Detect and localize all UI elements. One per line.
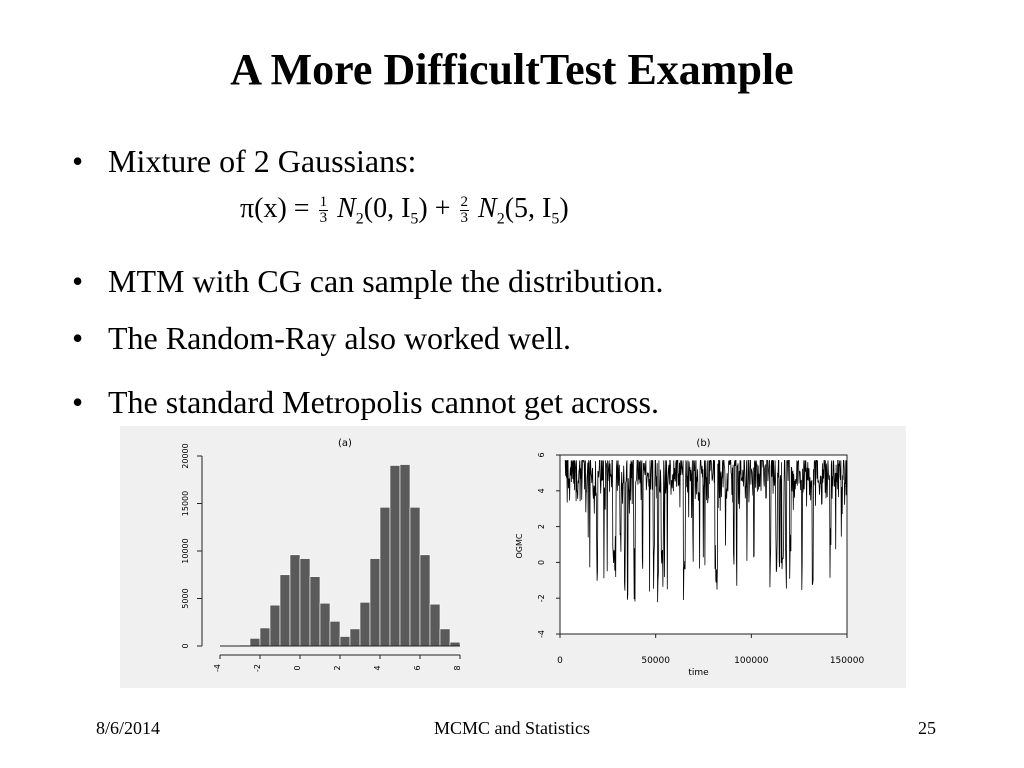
hist-bar [319, 602, 331, 647]
trace-y-tick-label: 6 [537, 452, 546, 457]
trace-line [564, 459, 848, 603]
bullet-2-text: MTM with CG can sample the distribution. [108, 263, 664, 299]
hist-bar [249, 638, 261, 647]
figure-svg: (a) 0 5000 10000 15000 20000 -4 -2 0 2 4 6 8 (b) -4 -2 0… [181, 438, 865, 678]
hist-y-tick-label: 20000 [181, 443, 190, 468]
trace-title: (b) [696, 438, 710, 449]
footer-title: MCMC and Statistics [433, 718, 590, 738]
hist-bar [339, 636, 351, 647]
hist-y-tick-label: 10000 [181, 538, 190, 563]
hist-bar [449, 641, 461, 647]
hist-bar [439, 628, 451, 647]
hist-y-tick-label: 15000 [181, 491, 190, 516]
bullet-4-text: The standard Metropolis cannot get acros… [108, 384, 659, 420]
bullet-3: • The Random-Ray also worked well. [72, 320, 571, 356]
bullet-1-text: Mixture of 2 Gaussians: [108, 143, 417, 179]
hist-bar [329, 621, 341, 647]
hist-bar [369, 558, 381, 647]
hist-bar [399, 464, 411, 647]
hist-bar [269, 604, 281, 647]
trace-x-tick-label: 100000 [734, 656, 769, 666]
hist-x-tick-label: -4 [213, 664, 222, 672]
trace-y-label: OGMC [515, 533, 524, 558]
bullet-2: • MTM with CG can sample the distribution… [72, 263, 664, 299]
footer-page-number: 25 [918, 718, 936, 738]
trace-x-label: time [688, 668, 709, 678]
hist-y-tick-label: 0 [181, 643, 190, 648]
hist-bar [359, 602, 371, 647]
hist-x-tick-label: 0 [293, 665, 302, 670]
hist-title: (a) [338, 438, 352, 449]
hist-bar [409, 507, 421, 647]
hist-x-tick-label: 6 [413, 665, 422, 670]
trace-x-tick-label: 50000 [641, 656, 670, 666]
hist-bar [389, 465, 401, 647]
results-figure: (a) 0 5000 10000 15000 20000 -4 -2 0 2 4 6 8 (b) -4 -2 0… [120, 426, 906, 688]
hist-bar [309, 576, 321, 647]
hist-bar [349, 628, 361, 647]
bullet-dot-icon: • [72, 143, 84, 179]
trace-y-tick-label: 2 [537, 524, 546, 529]
trace-y-tick-label: 4 [537, 488, 546, 493]
hist-bar [429, 603, 441, 647]
hist-bar [259, 627, 271, 647]
hist-bar [299, 558, 311, 647]
hist-bar [419, 554, 431, 647]
hist-x-tick-label: 2 [333, 665, 342, 670]
bullet-4: • The standard Metropolis cannot get acro… [72, 384, 659, 420]
trace-y-tick-label: 0 [537, 560, 546, 565]
hist-x-tick-label: -2 [253, 664, 262, 672]
bullet-dot-icon: • [72, 263, 84, 299]
bullet-dot-icon: • [72, 384, 84, 420]
trace-y-tick-label: -2 [537, 594, 546, 602]
hist-x-tick-label: 8 [453, 665, 462, 670]
trace-x-tick-label: 150000 [830, 656, 865, 666]
hist-bar [279, 574, 291, 647]
hist-bar [289, 554, 301, 647]
hist-bar [379, 507, 391, 647]
footer-date: 8/6/2014 [96, 718, 161, 738]
hist-x-tick-label: 4 [373, 665, 382, 670]
bullet-3-text: The Random-Ray also worked well. [108, 320, 571, 356]
trace-x-tick-label: 0 [557, 656, 563, 666]
hist-y-tick-label: 5000 [181, 588, 190, 608]
slide-title: A More DifficultTest Example [230, 45, 794, 94]
bullet-dot-icon: • [72, 320, 84, 356]
bullet-1: • Mixture of 2 Gaussians: [72, 143, 416, 179]
trace-y-tick-label: -4 [537, 630, 546, 638]
